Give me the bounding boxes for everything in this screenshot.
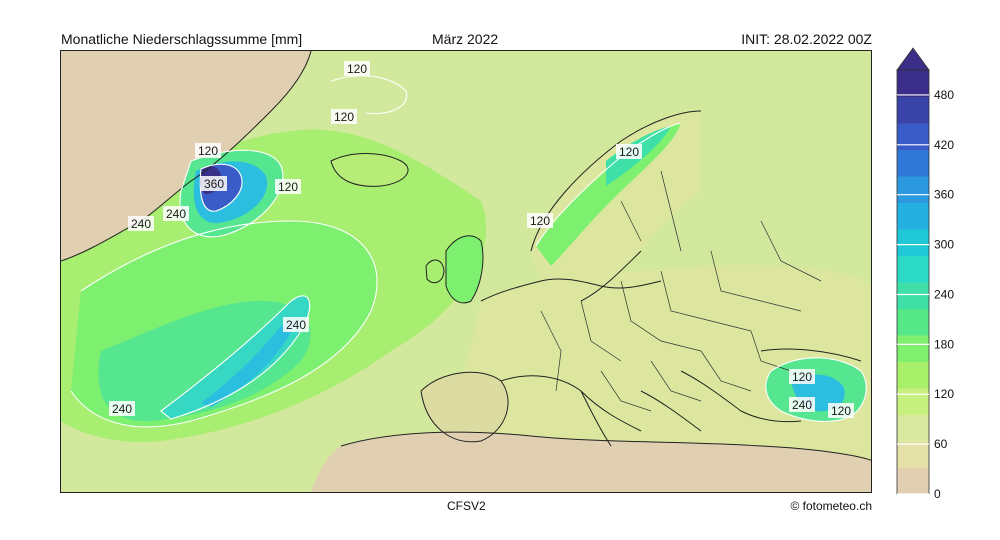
colorbar-band bbox=[897, 467, 929, 495]
colorbar-tick-label: 180 bbox=[934, 337, 954, 351]
contour-label: 240 bbox=[112, 402, 132, 416]
contour-label: 360 bbox=[204, 177, 224, 191]
contour-label: 240 bbox=[792, 398, 812, 412]
colorbar-band bbox=[897, 335, 929, 362]
precip-zone-240-southwest-core bbox=[201, 321, 293, 407]
contour-label: 240 bbox=[131, 217, 151, 231]
colorbar-max-arrow bbox=[896, 47, 930, 71]
colorbar-band bbox=[897, 70, 929, 97]
precip-zone-240-southwest bbox=[161, 295, 310, 419]
precip-zone-norway-coast bbox=[536, 123, 681, 266]
colorbar-band bbox=[897, 308, 929, 336]
landmass-greenland bbox=[61, 51, 311, 261]
model-name: CFSV2 bbox=[447, 499, 486, 513]
contour-label: 120 bbox=[619, 145, 639, 159]
contour-label: 120 bbox=[831, 404, 851, 418]
init-time: INIT: 28.02.2022 00Z bbox=[741, 31, 872, 47]
contour-label: 240 bbox=[166, 207, 186, 221]
landmass-scandinavia bbox=[531, 111, 732, 302]
contour-label: 120 bbox=[792, 370, 812, 384]
colorbar-band bbox=[897, 441, 929, 468]
contour-label: 120 bbox=[530, 214, 550, 228]
coastlines bbox=[61, 51, 871, 461]
country-borders bbox=[540, 170, 822, 412]
colorbar-tick-label: 300 bbox=[934, 238, 954, 252]
copyright-credit: © fotometeo.ch bbox=[790, 499, 872, 513]
landmass-british-isles bbox=[446, 235, 483, 303]
colorbar-bands bbox=[897, 70, 929, 495]
colorbar-band bbox=[897, 361, 929, 389]
colorbar-band bbox=[897, 414, 929, 442]
map-title: Monatliche Niederschlagssumme [mm] bbox=[61, 31, 303, 47]
colorbar-ticks: 480 420 360 300 240 180 120 60 0 bbox=[897, 88, 954, 501]
colorbar-band bbox=[897, 176, 929, 203]
precipitation-map: 120 120 120 120 360 240 240 240 240 120 … bbox=[60, 50, 872, 493]
colorbar-tick-label: 120 bbox=[934, 387, 954, 401]
colorbar-band bbox=[897, 149, 929, 177]
contour-label: 120 bbox=[278, 180, 298, 194]
colorbar-band bbox=[897, 229, 929, 256]
contour-label: 120 bbox=[334, 110, 354, 124]
contour-label: 120 bbox=[198, 144, 218, 158]
colorbar-band bbox=[897, 282, 929, 309]
landmass-iberia bbox=[421, 372, 509, 442]
precip-zone-atlantic-wet bbox=[98, 301, 311, 422]
landmass-europe bbox=[441, 263, 871, 492]
colorbar-tick-label: 420 bbox=[934, 138, 954, 152]
contour-label: 120 bbox=[347, 62, 367, 76]
colorbar-tick-label: 240 bbox=[934, 287, 954, 301]
contour-label-group: 120 120 120 120 360 240 240 240 240 120 … bbox=[109, 61, 854, 418]
colorbar-band bbox=[897, 123, 929, 150]
colorbar-band bbox=[897, 96, 929, 124]
colorbar-tick-label: 60 bbox=[934, 437, 948, 451]
landmass-eastern-europe bbox=[701, 102, 871, 281]
landmass-iceland bbox=[331, 153, 409, 187]
colorbar-tick-label: 480 bbox=[934, 88, 954, 102]
colorbar: 480 420 360 300 240 180 120 60 0 bbox=[896, 47, 954, 501]
colorbar-tick-label: 360 bbox=[934, 188, 954, 202]
colorbar-band bbox=[897, 255, 929, 283]
colorbar-tick-label: 0 bbox=[934, 487, 941, 501]
landmass-north-africa bbox=[311, 432, 871, 492]
forecast-period: März 2022 bbox=[432, 31, 499, 47]
colorbar-band bbox=[897, 388, 929, 415]
contour-label: 240 bbox=[286, 318, 306, 332]
colorbar-band bbox=[897, 202, 929, 230]
